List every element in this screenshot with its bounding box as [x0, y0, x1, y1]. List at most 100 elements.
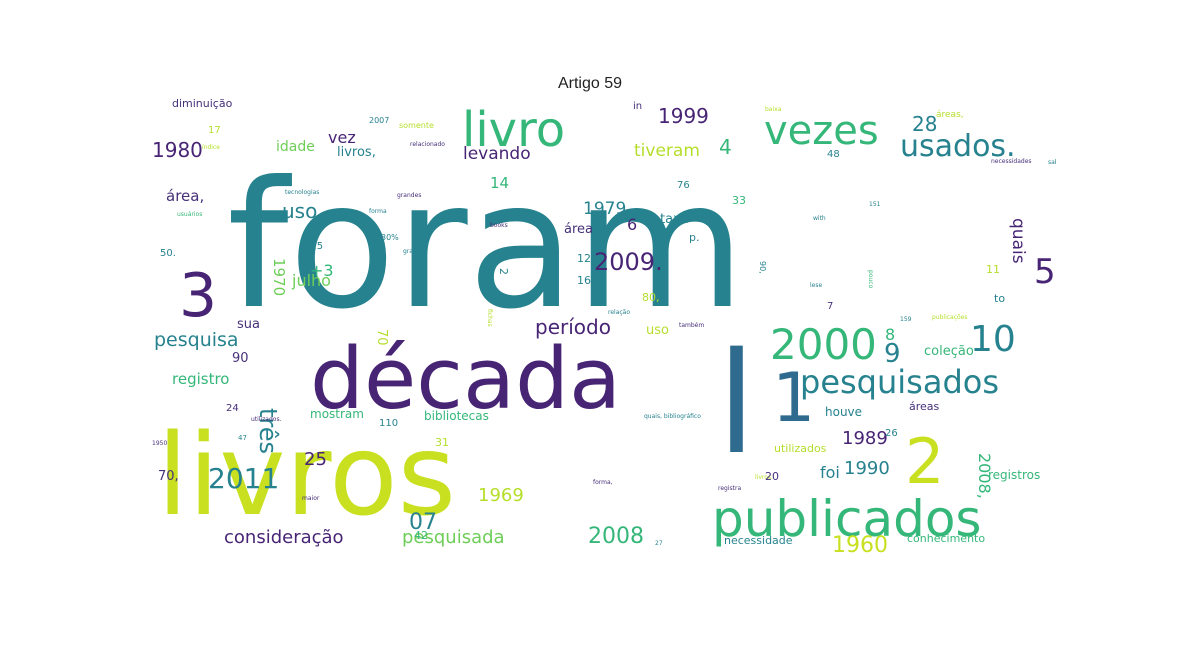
word-cloud-word: with: [813, 215, 826, 222]
word-cloud-word: 17: [208, 125, 221, 136]
word-cloud-word: necessidades: [991, 158, 1032, 165]
word-cloud-word: houve: [825, 405, 862, 419]
word-cloud-word: pouco: [867, 270, 874, 289]
word-cloud-word: maior: [302, 495, 320, 502]
word-cloud-word: somente: [399, 121, 434, 130]
word-cloud-word: 25: [304, 449, 327, 470]
word-cloud-word: 14: [490, 174, 509, 192]
word-cloud-word: publicados: [712, 490, 981, 548]
word-cloud-word: vez: [328, 128, 356, 147]
word-cloud-word: julho: [291, 271, 331, 290]
word-cloud-word: 28: [912, 112, 937, 136]
word-cloud-word: 2011: [208, 462, 279, 495]
word-cloud-word: 2008,: [975, 453, 994, 499]
word-cloud-word: 1989: [842, 428, 888, 449]
word-cloud-word: três: [254, 408, 282, 454]
word-cloud-word: 1999: [658, 104, 709, 128]
word-cloud-word: 1960: [832, 533, 888, 554]
word-cloud-word: 2007: [369, 116, 389, 125]
word-cloud-word: 1969: [478, 485, 524, 506]
word-cloud-word: 26: [885, 428, 898, 439]
word-cloud-word: p.: [689, 231, 699, 244]
word-cloud-word: 1970: [270, 258, 288, 296]
word-cloud-word: 90: [232, 351, 249, 366]
word-cloud-word: consideração: [224, 527, 344, 548]
word-cloud-word: coleção: [924, 344, 974, 359]
word-cloud-word: 10: [970, 319, 1016, 360]
word-cloud-word: 1: [772, 359, 815, 438]
word-cloud-word: 33: [732, 194, 746, 207]
word-cloud-word: vezes: [764, 108, 879, 154]
word-cloud-word: 115: [304, 241, 323, 252]
word-cloud-word: saíram: [1055, 448, 1056, 492]
word-cloud-word: década: [310, 330, 621, 429]
word-cloud-word: 70: [374, 329, 389, 346]
word-cloud-word: áreas: [909, 400, 940, 413]
word-cloud-word: livros.: [755, 474, 773, 481]
word-cloud-word: utilizados.: [251, 416, 282, 423]
word-cloud-word: 5: [1034, 252, 1056, 292]
word-cloud-word: registra: [718, 485, 741, 492]
word-cloud-word: 47: [238, 434, 247, 442]
word-cloud-word: uso.: [282, 199, 323, 223]
word-cloud-word: fichas: [486, 309, 493, 327]
word-cloud-word: diminuição: [172, 97, 233, 110]
word-cloud-word: 1979: [583, 199, 626, 219]
word-cloud-word: 70,: [158, 469, 179, 484]
word-cloud-word: período: [535, 315, 611, 339]
word-cloud-word: lese: [810, 282, 822, 289]
word-cloud-word: pesquisa: [154, 329, 239, 351]
word-cloud-word: l: [717, 323, 756, 486]
word-cloud-word: 24: [226, 403, 239, 414]
word-cloud-word: +3: [310, 261, 334, 280]
word-cloud-word: registros: [988, 468, 1040, 482]
word-cloud-word: quais: [1008, 218, 1028, 264]
word-cloud-word: 12: [577, 252, 591, 265]
word-cloud-word: to: [994, 292, 1005, 305]
word-cloud-word: livros: [157, 411, 456, 541]
word-cloud-word: área: [564, 222, 593, 237]
word-cloud-word: foi: [820, 463, 840, 482]
word-cloud-word: área,: [166, 187, 204, 205]
word-cloud-word: foram: [227, 145, 745, 348]
word-cloud-word: 42: [414, 529, 428, 542]
word-cloud-word: utilizados: [774, 442, 827, 455]
word-cloud-word: 50.: [160, 248, 176, 259]
word-cloud-word: relacionado: [410, 141, 445, 148]
word-cloud-word: 8: [885, 325, 895, 344]
word-cloud-word: uso: [646, 323, 669, 338]
word-cloud-word: 6: [627, 215, 637, 234]
word-cloud-word: mostram: [310, 407, 364, 421]
word-cloud-word: levando: [463, 144, 531, 164]
word-cloud-word: sua: [237, 317, 260, 332]
word-cloud-word: quais, bibliográfico: [644, 413, 701, 420]
word-cloud-word: pesquisada: [402, 527, 505, 548]
word-cloud-word: bibliotecas: [424, 409, 489, 423]
word-cloud-word: áreas,: [936, 110, 964, 120]
word-cloud-word: índice: [202, 144, 220, 151]
word-cloud-word: tiveram: [634, 141, 700, 161]
word-cloud-word: também: [679, 322, 704, 329]
word-cloud-word: necessidade: [724, 534, 793, 547]
word-cloud-word: pesquisados: [800, 363, 999, 401]
word-cloud-word: forma,: [593, 479, 613, 486]
word-cloud-word: 27: [655, 540, 663, 547]
word-cloud-word: usados.: [900, 129, 1016, 164]
word-cloud-word: forma: [369, 208, 387, 215]
word-cloud-word: 2008: [588, 524, 644, 549]
word-cloud-word: 4: [719, 135, 732, 159]
word-cloud-word: 48: [827, 149, 840, 160]
word-cloud-word: 2000: [770, 320, 877, 369]
word-cloud-word: 1980: [152, 138, 203, 162]
word-cloud-word: tecnologias: [285, 189, 319, 196]
word-cloud-word: 31: [435, 436, 449, 449]
word-cloud-word: relação: [608, 309, 630, 316]
word-cloud-word: 1950: [152, 440, 167, 447]
word-cloud-word: 151: [869, 201, 881, 208]
word-cloud-word: books: [490, 222, 508, 229]
word-cloud-word: 2: [497, 268, 510, 275]
word-cloud-word: 16: [577, 274, 591, 287]
word-cloud-word: 9: [884, 339, 901, 369]
word-cloud-word: in: [633, 101, 642, 112]
